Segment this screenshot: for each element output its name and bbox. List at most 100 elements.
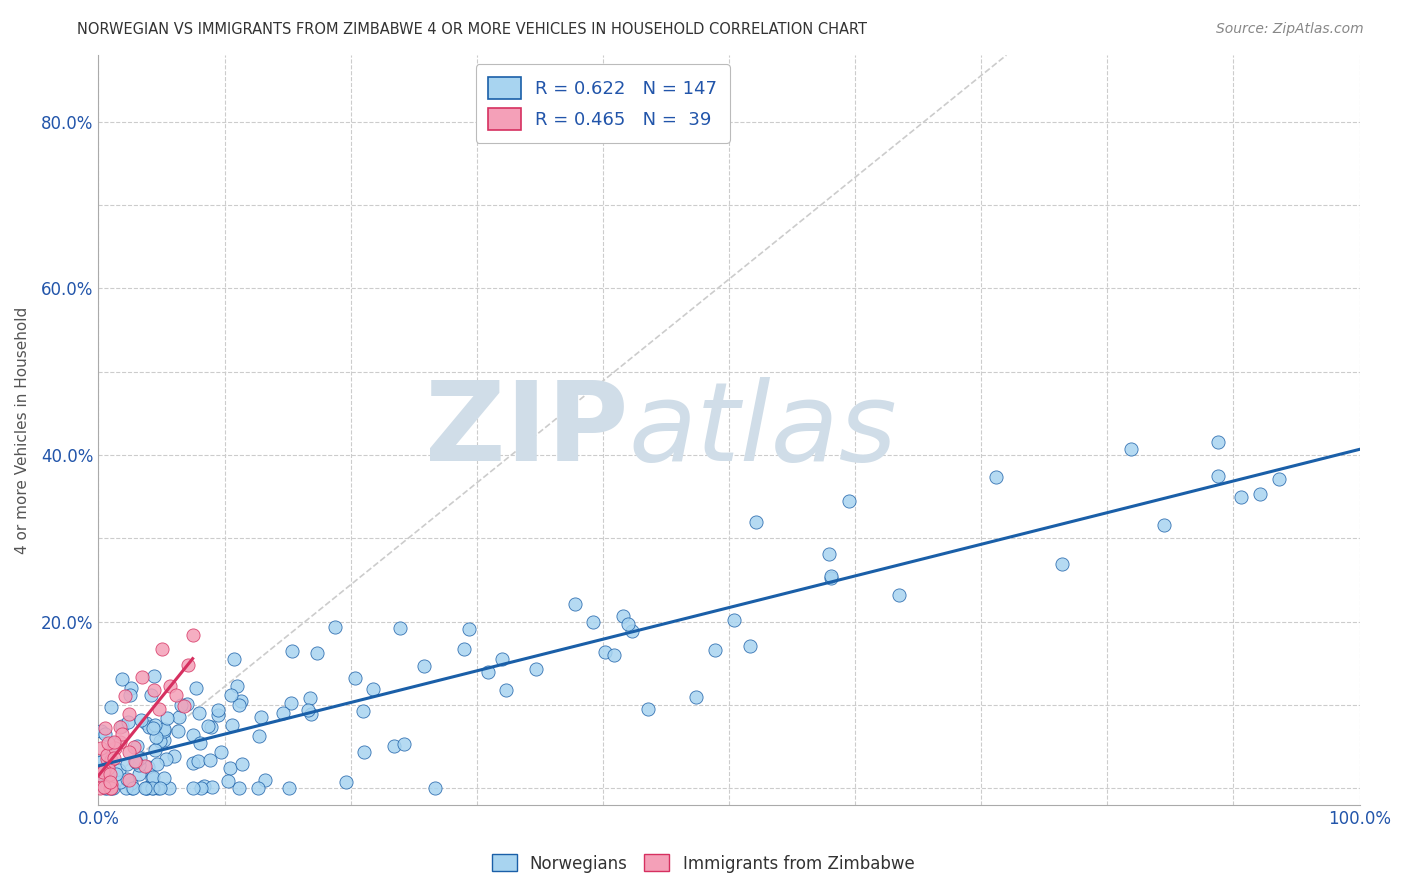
- Point: [114, 689, 136, 703]
- Point: [128, 767, 150, 781]
- Point: [277, 780, 299, 795]
- Point: [1206, 469, 1229, 483]
- Point: [149, 734, 172, 748]
- Point: [111, 719, 134, 733]
- Point: [138, 720, 160, 734]
- Point: [94, 726, 117, 740]
- Point: [142, 722, 165, 736]
- Point: [148, 702, 170, 716]
- Point: [90, 741, 112, 756]
- Point: [413, 659, 436, 673]
- Point: [224, 652, 246, 666]
- Point: [637, 701, 659, 715]
- Point: [197, 719, 219, 733]
- Point: [166, 724, 188, 739]
- Point: [153, 771, 176, 785]
- Point: [228, 780, 250, 795]
- Point: [181, 728, 204, 742]
- Point: [103, 736, 125, 750]
- Point: [281, 644, 304, 658]
- Point: [117, 707, 139, 722]
- Point: [209, 745, 232, 759]
- Point: [145, 730, 167, 744]
- Point: [97, 761, 120, 775]
- Point: [159, 679, 181, 693]
- Point: [97, 736, 120, 750]
- Text: Source: ZipAtlas.com: Source: ZipAtlas.com: [1216, 22, 1364, 37]
- Text: atlas: atlas: [628, 376, 897, 483]
- Point: [820, 571, 842, 585]
- Point: [491, 652, 513, 666]
- Point: [111, 727, 134, 741]
- Point: [299, 706, 322, 721]
- Point: [323, 620, 346, 634]
- Point: [143, 682, 166, 697]
- Point: [453, 641, 475, 656]
- Point: [217, 774, 239, 789]
- Point: [616, 617, 638, 632]
- Point: [1153, 518, 1175, 533]
- Point: [299, 691, 322, 706]
- Point: [135, 715, 157, 730]
- Point: [1050, 557, 1073, 571]
- Point: [477, 665, 499, 680]
- Point: [128, 757, 150, 772]
- Point: [250, 710, 273, 724]
- Point: [122, 780, 145, 795]
- Point: [221, 717, 243, 731]
- Point: [136, 760, 159, 774]
- Point: [134, 759, 156, 773]
- Point: [1229, 491, 1251, 505]
- Point: [353, 745, 375, 759]
- Point: [152, 723, 174, 738]
- Point: [247, 729, 270, 743]
- Point: [135, 780, 157, 795]
- Point: [703, 643, 725, 657]
- Point: [176, 657, 198, 672]
- Point: [155, 751, 177, 765]
- Point: [98, 767, 121, 781]
- Point: [115, 772, 138, 786]
- Point: [103, 734, 125, 748]
- Point: [100, 780, 122, 795]
- Point: [219, 762, 242, 776]
- Point: [120, 776, 142, 790]
- Point: [94, 721, 117, 735]
- Point: [94, 780, 117, 795]
- Point: [184, 681, 207, 695]
- Point: [107, 763, 129, 777]
- Point: [1206, 434, 1229, 449]
- Point: [986, 470, 1008, 484]
- Point: [124, 756, 146, 770]
- Point: [187, 755, 209, 769]
- Point: [187, 706, 209, 720]
- Point: [181, 780, 204, 795]
- Point: [162, 749, 184, 764]
- Point: [143, 717, 166, 731]
- Point: [253, 772, 276, 787]
- Point: [207, 703, 229, 717]
- Point: [141, 771, 163, 785]
- Point: [176, 698, 198, 712]
- Point: [271, 706, 294, 720]
- Point: [889, 588, 911, 602]
- Point: [603, 648, 626, 663]
- Point: [125, 739, 148, 753]
- Point: [193, 779, 215, 793]
- Point: [149, 780, 172, 795]
- Point: [582, 615, 605, 629]
- Point: [93, 780, 115, 795]
- Point: [820, 568, 842, 582]
- Point: [231, 756, 253, 771]
- Point: [110, 720, 132, 734]
- Point: [495, 682, 517, 697]
- Point: [122, 740, 145, 755]
- Point: [723, 613, 745, 627]
- Point: [343, 671, 366, 685]
- Point: [105, 767, 128, 781]
- Point: [118, 688, 141, 702]
- Point: [838, 494, 860, 508]
- Text: ZIP: ZIP: [425, 376, 628, 483]
- Point: [142, 770, 165, 784]
- Point: [297, 703, 319, 717]
